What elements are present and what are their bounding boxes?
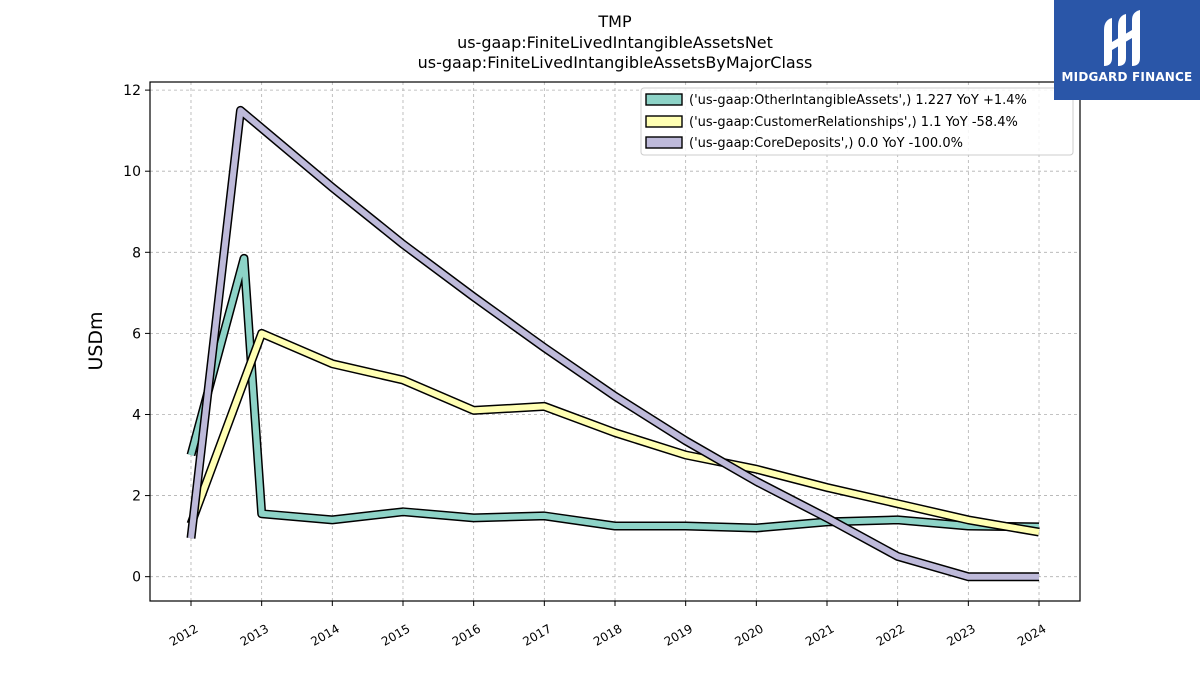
midgard-logo-icon: [1104, 10, 1140, 66]
legend: ('us-gaap:OtherIntangibleAssets',) 1.227…: [640, 87, 1074, 156]
legend-box: [640, 87, 1074, 156]
series-line-fill: [188, 107, 1039, 580]
chart-title-line-2: us-gaap:FiniteLivedIntangibleAssetsNet: [457, 33, 773, 52]
y-tick-label: 12: [123, 83, 141, 99]
legend-swatch-core-deposits: [645, 136, 683, 149]
series-line-1: [186, 328, 1040, 537]
y-tick-label: 0: [132, 570, 141, 586]
brand-logo: MIDGARD FINANCE: [1054, 0, 1200, 100]
chart-title-line-1: TMP: [597, 12, 632, 31]
y-axis-label: USDm: [85, 311, 107, 370]
series-line-fill: [188, 255, 1040, 531]
y-tick-label: 8: [132, 245, 141, 261]
series-lines: [186, 105, 1040, 582]
y-tick-label: 6: [132, 326, 141, 342]
series-line-0: [186, 253, 1040, 533]
legend-swatch-other-intangible-assets: [645, 93, 683, 106]
y-tick-label: 4: [132, 407, 141, 423]
legend-swatch-customer-relationships: [645, 115, 683, 128]
legend-entry-core-deposits: ('us-gaap:CoreDeposits',) 0.0 YoY -100.0…: [689, 136, 963, 151]
series-line-fill: [188, 330, 1040, 536]
legend-entry-customer-relationships: ('us-gaap:CustomerRelationships',) 1.1 Y…: [689, 115, 1018, 130]
y-tick-label: 10: [123, 164, 141, 180]
chart-title-line-3: us-gaap:FiniteLivedIntangibleAssetsByMaj…: [418, 53, 813, 72]
brand-name: MIDGARD FINANCE: [1061, 70, 1193, 84]
y-tick-label: 2: [132, 489, 141, 505]
series-line-2: [186, 105, 1039, 582]
legend-entry-other-intangible-assets: ('us-gaap:OtherIntangibleAssets',) 1.227…: [689, 93, 1027, 108]
